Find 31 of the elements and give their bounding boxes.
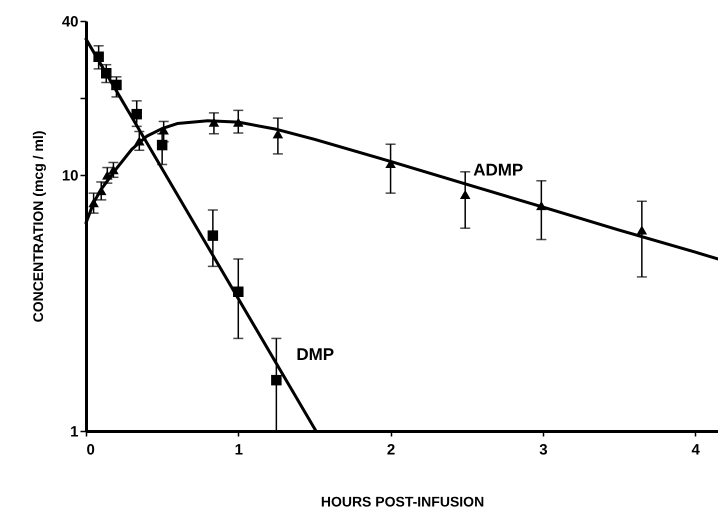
y-tick-label: 1 [70,424,78,440]
y-axis-title: CONCENTRATION (mcg / ml) [30,130,46,322]
point [131,108,142,120]
y-tick-label: 10 [62,168,78,185]
point [93,52,104,62]
x-tick-label: 0 [86,442,95,458]
point [96,186,106,196]
point [636,225,648,235]
point [536,201,547,210]
point [108,165,119,174]
point [158,125,169,135]
point [111,80,122,90]
point [385,158,396,168]
x-tick-label: 3 [539,442,548,458]
x-axis-title: HOURS POST-INFUSION [320,494,484,510]
point [208,230,218,241]
point [233,286,244,298]
y-tick-label: 40 [62,14,78,30]
point [460,190,470,199]
point [101,68,112,78]
series-label: DMP [296,345,334,364]
x-tick-label: 1 [234,442,243,458]
point [134,136,145,146]
point [88,198,99,208]
series-label: ADMP [473,160,524,180]
point [271,374,282,386]
point [102,170,113,180]
point [208,118,220,127]
x-tick-label: 2 [386,442,396,458]
point [233,118,244,127]
x-tick-label: 4 [691,442,700,458]
